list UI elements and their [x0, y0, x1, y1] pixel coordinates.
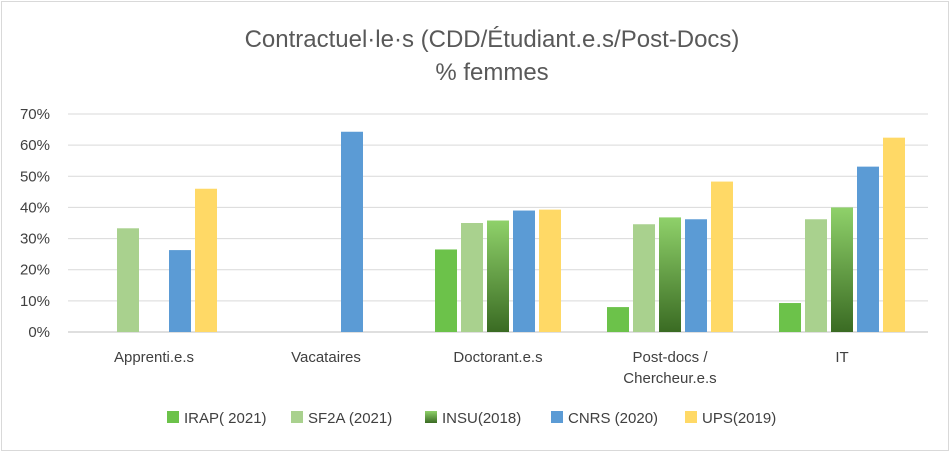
bar-4-3	[711, 181, 733, 332]
x-category-label: Doctorant.e.s	[453, 349, 542, 366]
legend: IRAP( 2021) SF2A (2021) INSU(2018) CNRS (20…	[167, 410, 776, 427]
bar-4-0	[195, 188, 217, 332]
bar-0-2	[435, 249, 457, 332]
y-tick-label: 10%	[20, 293, 50, 310]
bar-3-0	[169, 250, 191, 332]
legend-swatch	[167, 411, 179, 423]
legend-swatch	[685, 411, 697, 423]
legend-label: SF2A (2021)	[308, 410, 392, 427]
y-tick-label: 20%	[20, 262, 50, 279]
chart-title: Contractuel·le·s (CDD/Étudiant.e.s/Post-…	[245, 26, 740, 53]
x-category-label: Vacataires	[291, 349, 361, 366]
legend-label: INSU(2018)	[442, 410, 521, 427]
legend-swatch	[291, 411, 303, 423]
y-tick-label: 60%	[20, 137, 50, 154]
y-tick-label: 50%	[20, 168, 50, 185]
legend-swatch	[425, 411, 437, 423]
bar-2-4	[831, 207, 853, 332]
chart-subtitle: % femmes	[435, 59, 548, 86]
y-axis: 0% 10% 20% 30% 40% 50% 60% 70%	[20, 106, 50, 341]
bar-3-3	[685, 219, 707, 332]
bar-3-1	[341, 131, 363, 332]
bar-2-3	[659, 217, 681, 332]
bar-1-3	[633, 224, 655, 332]
legend-label: IRAP( 2021)	[184, 410, 267, 427]
y-tick-label: 40%	[20, 199, 50, 216]
y-tick-label: 0%	[28, 324, 50, 341]
bar-0-3	[607, 307, 629, 332]
bar-4-4	[883, 137, 905, 332]
legend-label: CNRS (2020)	[568, 410, 658, 427]
x-category-label: Post-docs /	[632, 349, 708, 366]
y-tick-label: 70%	[20, 106, 50, 123]
bar-3-4	[857, 166, 879, 332]
bar-1-4	[805, 219, 827, 332]
bar-1-2	[461, 223, 483, 332]
x-axis: Apprenti.e.s Vacataires Doctorant.e.s Post-…	[114, 349, 849, 387]
bar-4-2	[539, 209, 561, 332]
x-category-label: IT	[835, 349, 848, 366]
x-category-label: Apprenti.e.s	[114, 349, 194, 366]
legend-swatch	[551, 411, 563, 423]
bar-2-2	[487, 220, 509, 332]
x-category-label: Chercheur.e.s	[623, 370, 716, 387]
bar-0-4	[779, 303, 801, 332]
y-tick-label: 30%	[20, 231, 50, 248]
bar-1-0	[117, 228, 139, 332]
bar-3-2	[513, 210, 535, 332]
legend-label: UPS(2019)	[702, 410, 776, 427]
bars	[117, 131, 905, 332]
